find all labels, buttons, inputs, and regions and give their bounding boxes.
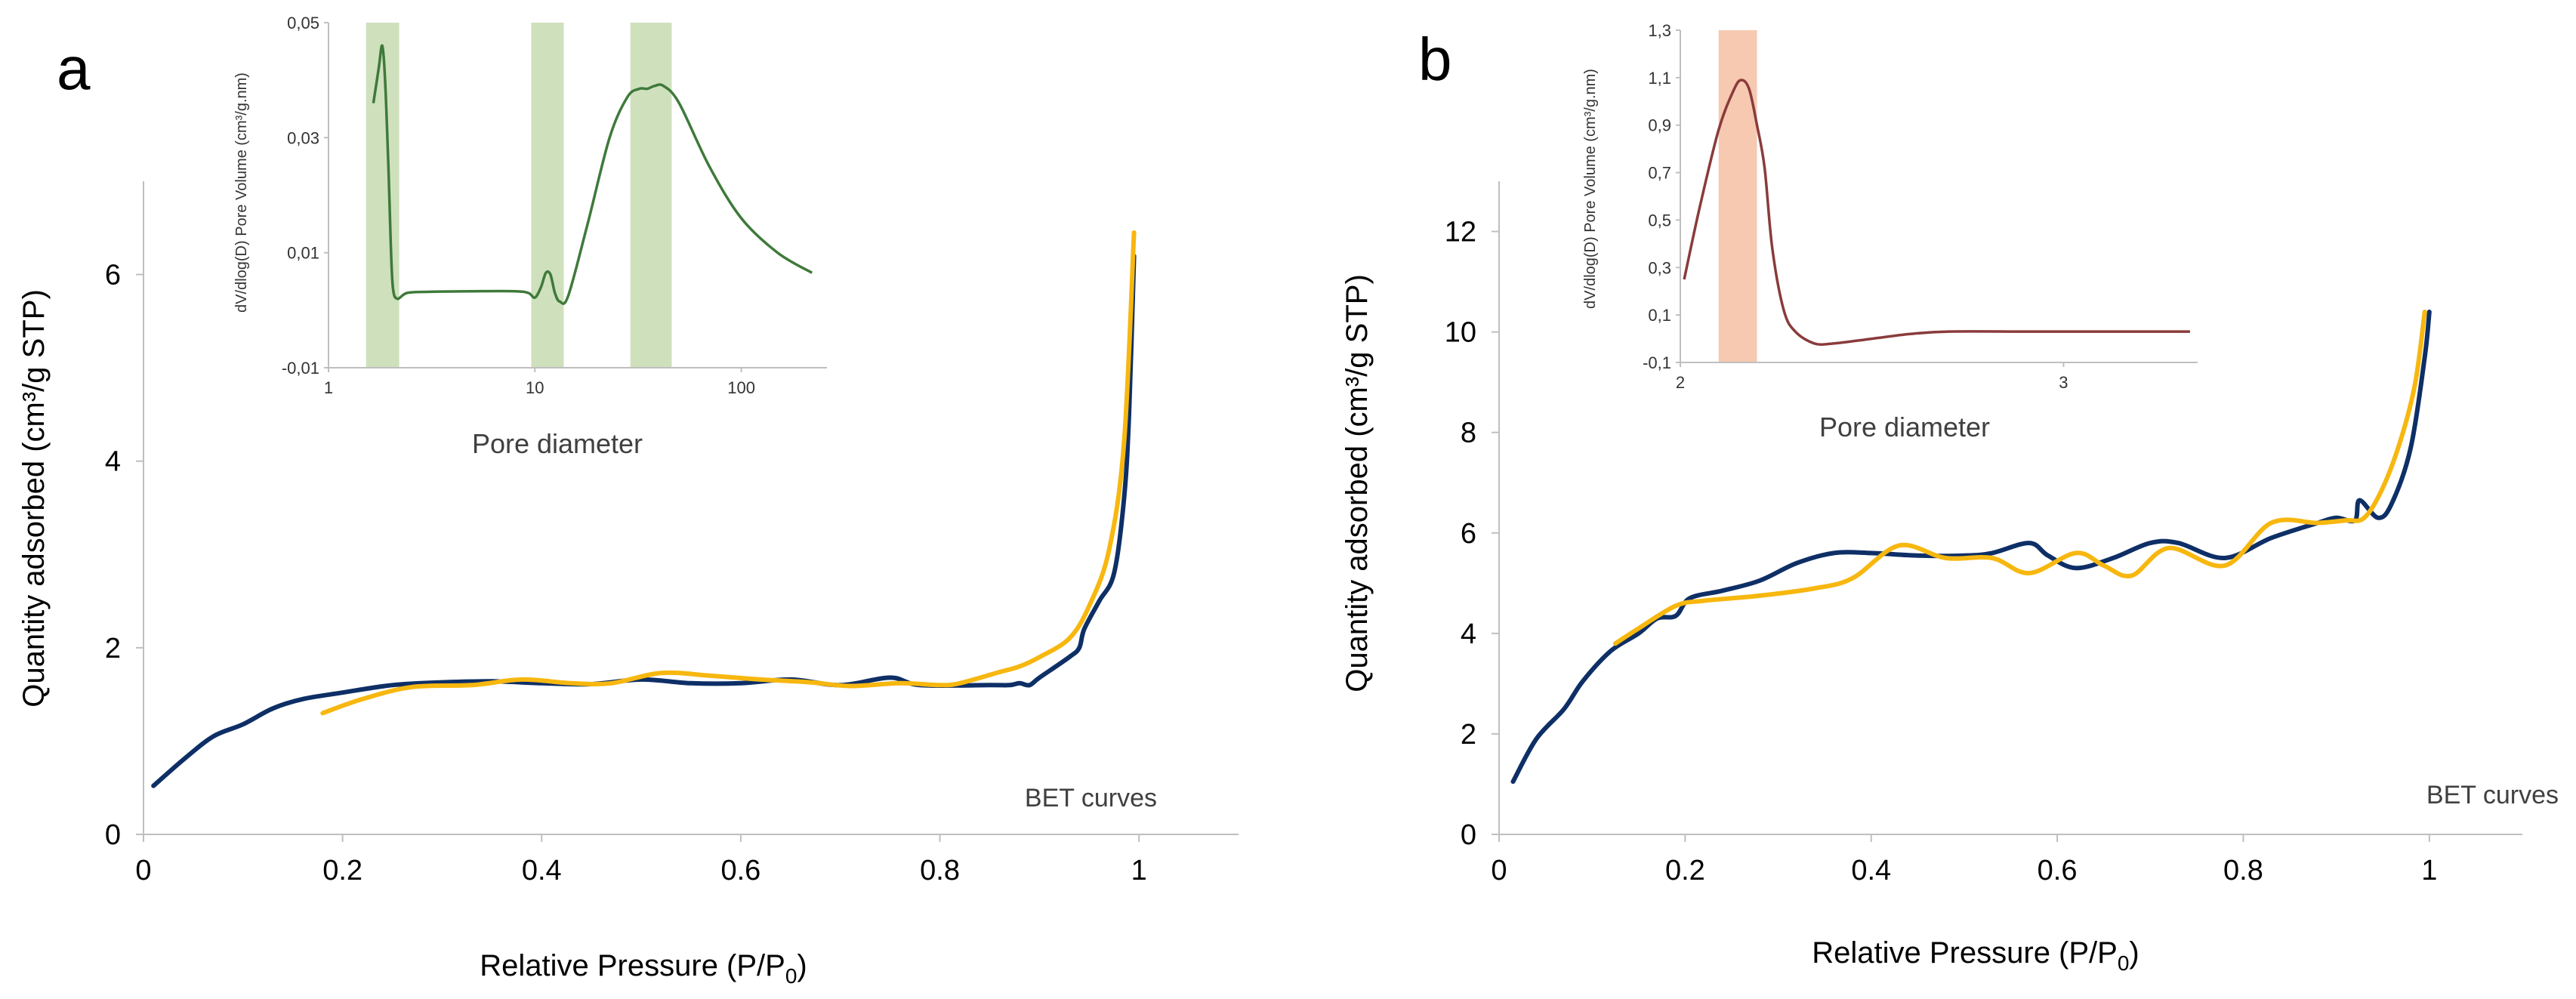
annotation-a: BET curves xyxy=(1025,784,1157,812)
y-axis-label-b: Quantity adsorbed (cm³/g STP) xyxy=(1340,274,1374,692)
panel-a: a Quantity adsorbed (cm³/g STP) Relative… xyxy=(17,14,1239,988)
inset-plot-a: 1 10 100 -0,01 0,01 0,03 0,05 xyxy=(282,14,827,397)
adsorption-series-line xyxy=(1510,310,2432,785)
series-group-b xyxy=(1510,310,2432,785)
desorption-series-line xyxy=(320,230,1137,716)
series-group-a xyxy=(151,230,1137,788)
x-tick-label: 0 xyxy=(1491,855,1507,886)
inset-y-tick-label: 0,7 xyxy=(1648,164,1671,183)
pore-distribution-line xyxy=(1683,79,2190,347)
inset-x-label-a: Pore diameter xyxy=(472,428,643,459)
x-axis-label-b: Relative Pressure (P/P0) xyxy=(1812,936,2139,975)
y-tick-label: 6 xyxy=(105,260,121,291)
inset-b: dV/dlog(D) Pore Volume (cm³/g.nm) Pore d… xyxy=(1582,21,2198,442)
inset-x-tick-label: 10 xyxy=(526,378,544,397)
x-tick-label: 0 xyxy=(135,855,151,886)
inset-plot-b: 2 3 -0,1 0,1 0,3 0,5 0,7 0,9 1,1 1,3 xyxy=(1643,21,2198,392)
y-tick-label: 6 xyxy=(1461,518,1476,550)
inset-y-tick-label: 0,9 xyxy=(1648,116,1671,135)
x-tick-label: 0.8 xyxy=(920,855,960,886)
x-tick-label: 0.2 xyxy=(1665,855,1705,886)
panel-b: b Quantity adsorbed (cm³/g STP) Relative… xyxy=(1340,21,2559,975)
pore-range-band xyxy=(531,23,564,368)
y-tick-label: 0 xyxy=(105,819,121,851)
inset-y-tick-label: 0,5 xyxy=(1648,211,1671,230)
x-tick-label: 0.4 xyxy=(522,855,562,886)
inset-y-tick-label: 0,3 xyxy=(1648,258,1671,277)
inset-y-tick-label: -0,1 xyxy=(1643,353,1671,372)
y-tick-label: 2 xyxy=(105,633,121,664)
inset-x-tick-label: 3 xyxy=(2059,373,2068,392)
x-tick-label: 0.6 xyxy=(2038,855,2078,886)
x-tick-label: 0.6 xyxy=(720,855,760,886)
y-tick-label: 10 xyxy=(1445,317,1476,349)
inset-y-tick-label: 0,01 xyxy=(287,244,319,263)
inset-y-tick-label: -0,01 xyxy=(282,359,319,378)
inset-y-tick-label: 0,05 xyxy=(287,14,319,32)
y-tick-label: 2 xyxy=(1461,719,1476,751)
x-tick-label: 0.8 xyxy=(2223,855,2263,886)
annotation-b: BET curves xyxy=(2426,781,2559,809)
inset-y-tick-label: 1,1 xyxy=(1648,69,1671,88)
inset-x-tick-label: 2 xyxy=(1676,373,1685,392)
panel-label-b: b xyxy=(1418,26,1452,93)
inset-y-label-a: dV/dlog(D) Pore Volume (cm³/g.nm) xyxy=(233,72,250,313)
y-tick-label: 12 xyxy=(1445,217,1476,248)
inset-y-tick-label: 1,3 xyxy=(1648,21,1671,40)
y-tick-label: 0 xyxy=(1461,819,1476,851)
pore-range-band xyxy=(1718,30,1757,362)
x-tick-label: 0.4 xyxy=(1851,855,1891,886)
inset-y-label-b: dV/dlog(D) Pore Volume (cm³/g.nm) xyxy=(1582,69,1599,309)
panel-label-a: a xyxy=(57,35,91,102)
x-tick-label: 0.2 xyxy=(322,855,362,886)
x-tick-label: 1 xyxy=(2421,855,2437,886)
x-axis-label-a: Relative Pressure (P/P0) xyxy=(480,949,807,988)
y-tick-label: 8 xyxy=(1461,418,1476,449)
x-tick-label: 1 xyxy=(1131,855,1147,886)
pore-range-band xyxy=(366,23,400,368)
y-axis-label-a: Quantity adsorbed (cm³/g STP) xyxy=(17,289,51,708)
inset-y-tick-label: 0,03 xyxy=(287,128,319,147)
inset-x-label-b: Pore diameter xyxy=(1819,412,1990,442)
inset-y-tick-label: 0,1 xyxy=(1648,306,1671,325)
desorption-series-line xyxy=(1613,310,2427,646)
y-tick-label: 4 xyxy=(1461,618,1476,650)
pore-distribution-line xyxy=(372,44,813,305)
inset-x-tick-label: 1 xyxy=(324,378,333,397)
inset-a: dV/dlog(D) Pore Volume (cm³/g.nm) Pore d… xyxy=(233,14,827,459)
inset-x-tick-label: 100 xyxy=(727,378,755,397)
pore-range-band xyxy=(630,23,672,368)
y-tick-label: 4 xyxy=(105,446,121,478)
